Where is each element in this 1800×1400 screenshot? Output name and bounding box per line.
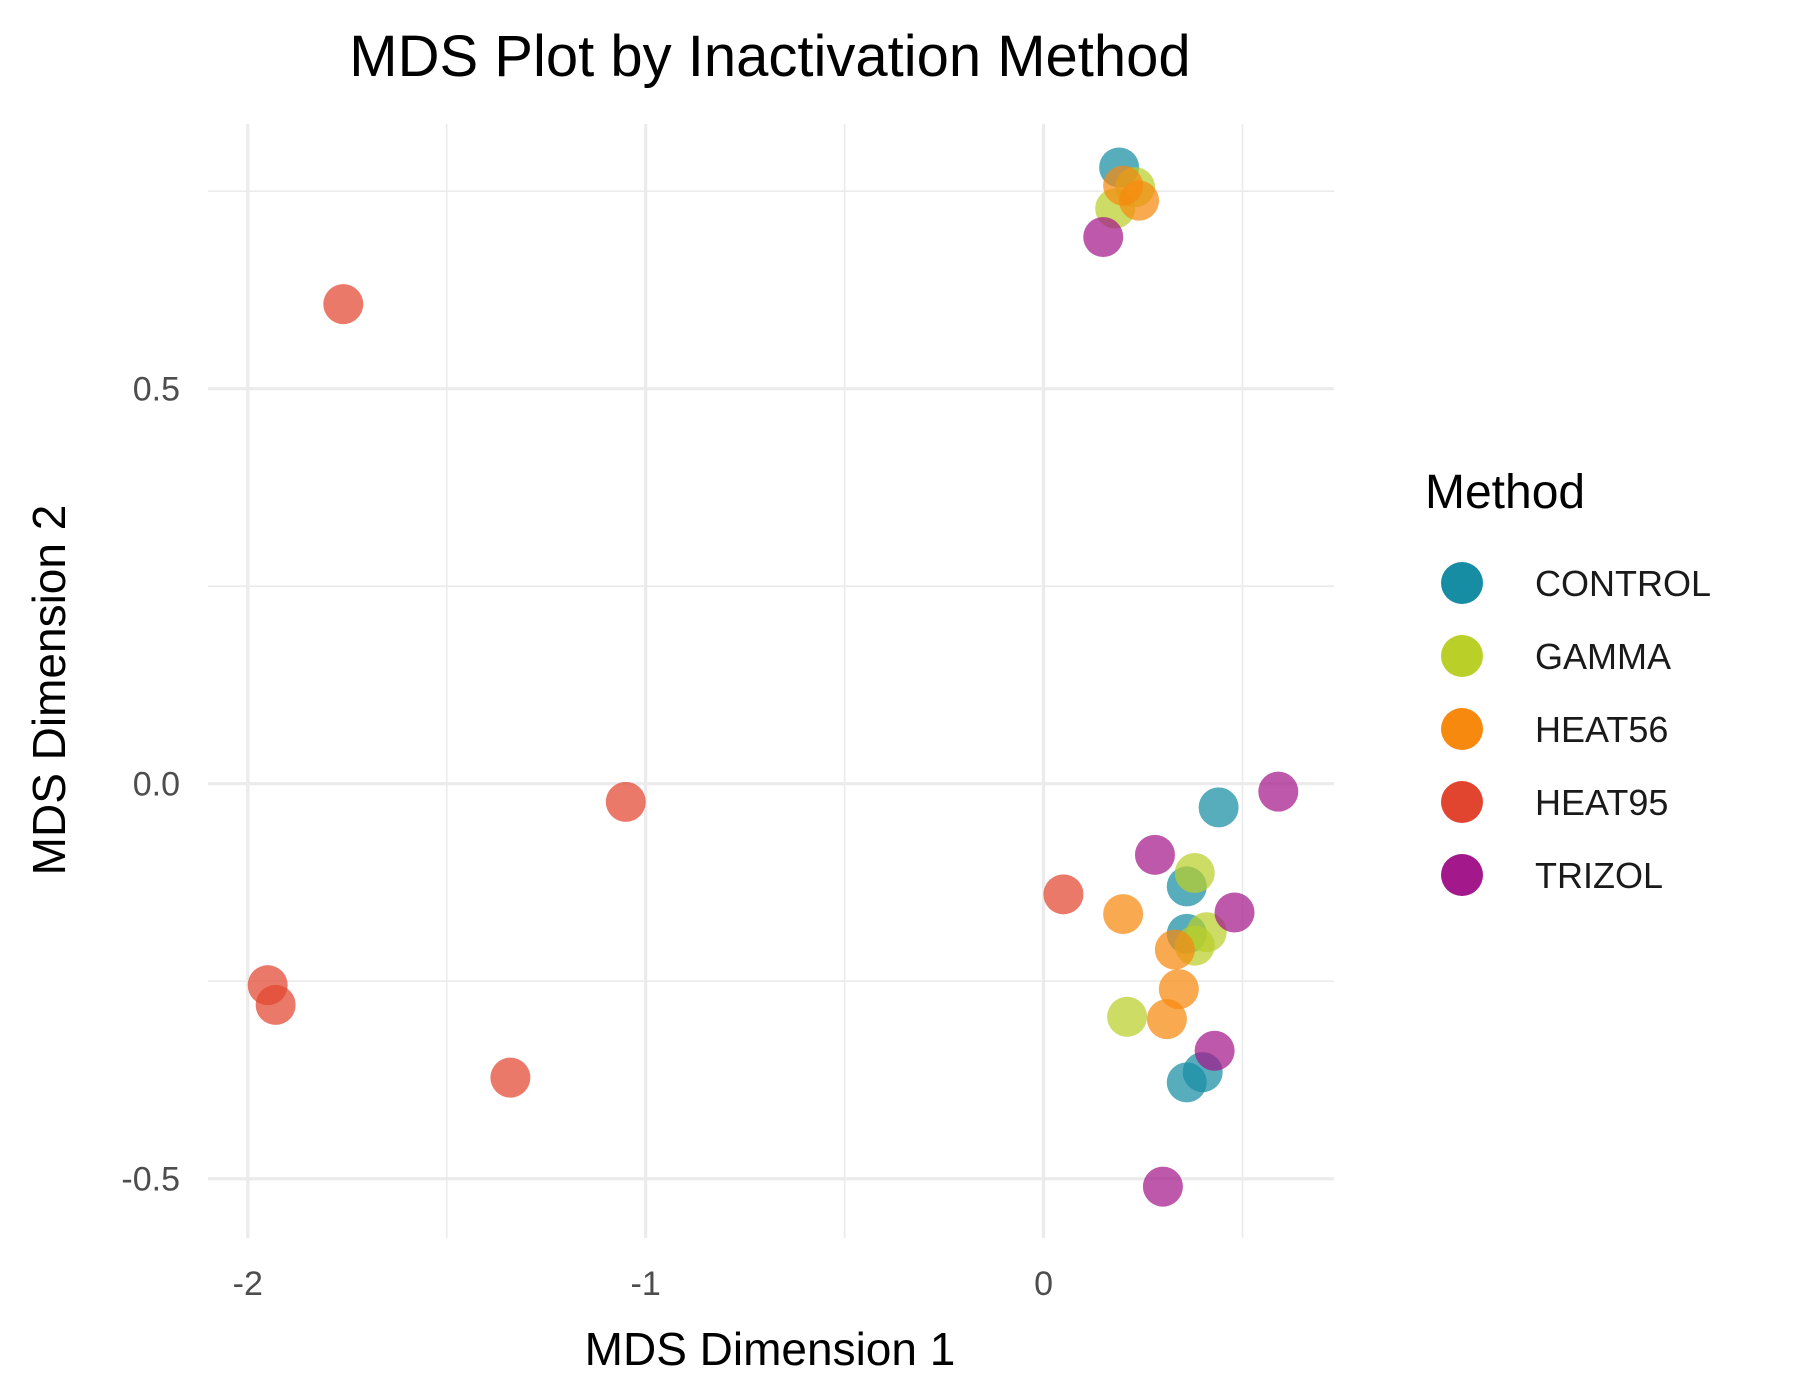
data-point-heat56	[1103, 894, 1144, 935]
data-point-heat95	[255, 984, 296, 1025]
data-point-trizol	[1258, 771, 1299, 812]
data-point-heat56	[1119, 180, 1160, 221]
legend-key-control	[1441, 562, 1483, 604]
y-tick-label: 0.5	[133, 371, 180, 409]
data-point-gamma	[1174, 852, 1215, 893]
data-point-heat95	[605, 781, 646, 822]
legend-title: Method	[1425, 466, 1585, 519]
data-point-gamma	[1107, 996, 1148, 1037]
legend-key-heat56	[1441, 708, 1483, 750]
y-tick-label: 0.0	[133, 766, 180, 804]
y-axis-title: MDS Dimension 2	[23, 505, 75, 876]
legend-label-gamma: GAMMA	[1535, 636, 1671, 677]
legend-key-gamma	[1441, 635, 1483, 677]
data-point-heat56	[1158, 969, 1199, 1010]
legend: Method CONTROL GAMMA HEAT56 HEAT95 TRIZOL	[1425, 466, 1711, 896]
x-tick-label: -2	[233, 1265, 263, 1303]
legend-key-trizol	[1441, 854, 1483, 896]
legend-label-trizol: TRIZOL	[1535, 855, 1663, 896]
data-point-trizol	[1083, 216, 1124, 257]
data-point-heat95	[1043, 874, 1084, 915]
legend-label-heat95: HEAT95	[1535, 782, 1668, 823]
data-point-heat56	[1154, 929, 1195, 970]
legend-key-heat95	[1441, 781, 1483, 823]
data-point-control	[1198, 787, 1239, 828]
data-point-trizol	[1214, 892, 1255, 933]
chart-title: MDS Plot by Inactivation Method	[349, 24, 1190, 89]
data-point-heat56	[1146, 999, 1187, 1040]
data-point-control	[1166, 1062, 1207, 1103]
data-point-heat95	[323, 284, 364, 325]
legend-label-control: CONTROL	[1535, 563, 1711, 604]
x-tick-label: 0	[1034, 1265, 1053, 1303]
data-point-trizol	[1194, 1030, 1235, 1071]
data-point-trizol	[1134, 834, 1175, 875]
x-tick-label: -1	[631, 1265, 661, 1303]
data-point-heat95	[490, 1057, 531, 1098]
data-point-trizol	[1142, 1166, 1183, 1207]
grid-lines	[208, 124, 1334, 1238]
x-axis-title: MDS Dimension 1	[585, 1323, 956, 1375]
data-points	[247, 147, 1299, 1207]
axis-tick-labels: -2 -1 0 -0.5 0.0 0.5	[121, 371, 1053, 1303]
legend-label-heat56: HEAT56	[1535, 709, 1668, 750]
y-tick-label: -0.5	[121, 1161, 180, 1199]
